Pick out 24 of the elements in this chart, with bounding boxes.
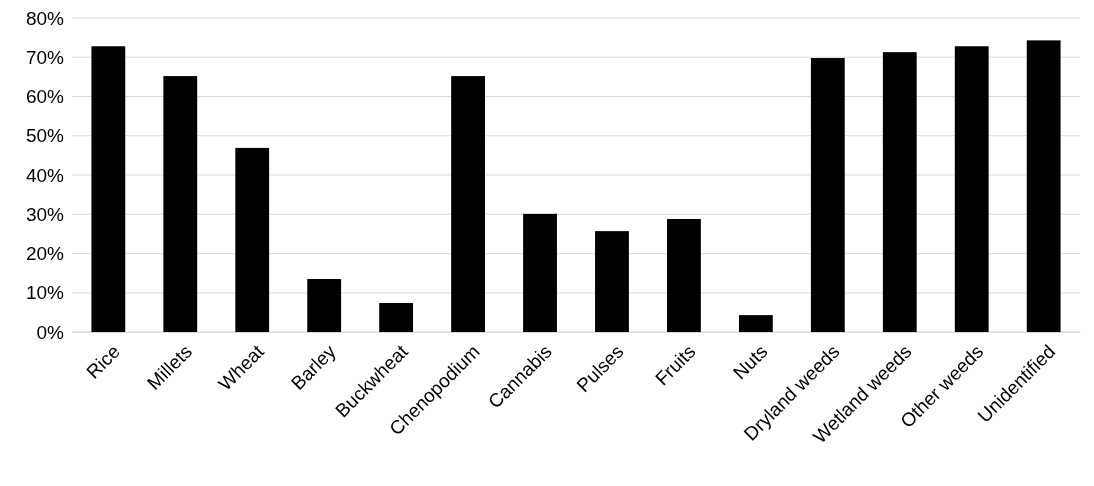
y-tick-label: 10% [25,282,65,304]
y-tick-label: 30% [25,203,65,225]
bar [954,46,989,332]
y-tick-label: 40% [25,164,65,186]
bar [163,76,198,332]
y-tick-label: 70% [25,46,65,68]
bar [667,218,701,332]
bar [307,279,342,332]
bar [882,52,917,332]
bar [235,147,270,332]
y-tick-label: 60% [25,86,65,108]
bar [451,76,485,332]
y-tick-label: 0% [36,321,65,343]
y-tick-label: 50% [25,125,65,147]
bar [738,315,773,332]
x-tick-label: Rice [82,340,124,383]
y-tick-label: 80% [25,7,65,29]
bar [1026,40,1061,332]
bar [810,58,845,332]
bar [595,231,629,332]
bar [523,213,557,332]
bar [379,302,414,332]
bar [91,46,126,332]
y-tick-label: 20% [25,243,65,265]
